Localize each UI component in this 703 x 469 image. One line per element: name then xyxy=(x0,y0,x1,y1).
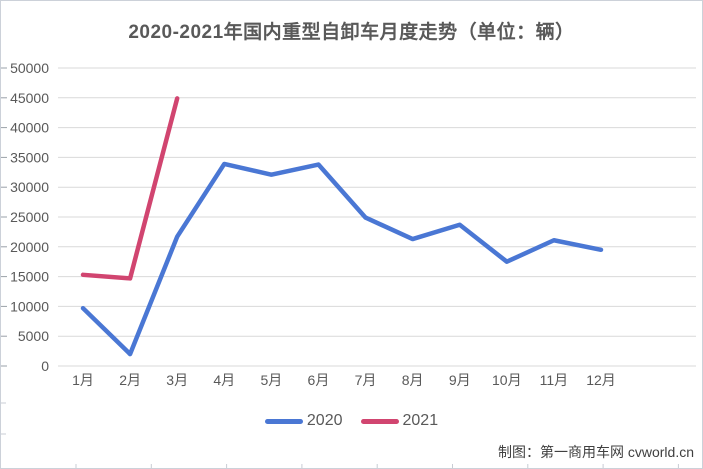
svg-text:50000: 50000 xyxy=(10,60,49,76)
svg-text:10000: 10000 xyxy=(10,298,49,314)
svg-text:3月: 3月 xyxy=(166,372,188,388)
svg-text:5月: 5月 xyxy=(260,372,282,388)
chart-title: 2020-2021年国内重型自卸车月度走势（单位：辆） xyxy=(128,22,575,43)
svg-text:1月: 1月 xyxy=(72,372,94,388)
svg-text:6月: 6月 xyxy=(308,372,330,388)
credit-watermark: 制图：第一商用车网 cvworld.cn xyxy=(497,444,694,460)
legend-line-swatch-2020 xyxy=(264,418,303,424)
svg-text:30000: 30000 xyxy=(10,179,49,195)
svg-text:35000: 35000 xyxy=(10,149,49,165)
legend-item-2020: 2020 xyxy=(264,412,343,430)
svg-text:0: 0 xyxy=(41,358,49,374)
svg-text:9月: 9月 xyxy=(449,372,471,388)
svg-text:45000: 45000 xyxy=(10,90,49,106)
svg-text:8月: 8月 xyxy=(402,372,424,388)
svg-text:15000: 15000 xyxy=(10,269,49,285)
svg-text:5000: 5000 xyxy=(18,328,49,344)
legend-label-2021: 2021 xyxy=(402,412,439,429)
chart-legend: 2020 2021 xyxy=(1,412,702,430)
legend-item-2021: 2021 xyxy=(360,412,439,430)
svg-text:2月: 2月 xyxy=(119,372,141,388)
svg-text:4月: 4月 xyxy=(213,372,235,388)
svg-text:10月: 10月 xyxy=(492,372,522,388)
svg-text:11月: 11月 xyxy=(540,372,569,388)
legend-line-swatch-2021 xyxy=(360,418,399,424)
svg-text:20000: 20000 xyxy=(10,239,49,255)
legend-label-2020: 2020 xyxy=(306,412,343,429)
svg-text:7月: 7月 xyxy=(355,372,377,388)
svg-text:12月: 12月 xyxy=(586,372,616,388)
svg-text:40000: 40000 xyxy=(10,120,49,136)
svg-text:25000: 25000 xyxy=(10,209,49,225)
